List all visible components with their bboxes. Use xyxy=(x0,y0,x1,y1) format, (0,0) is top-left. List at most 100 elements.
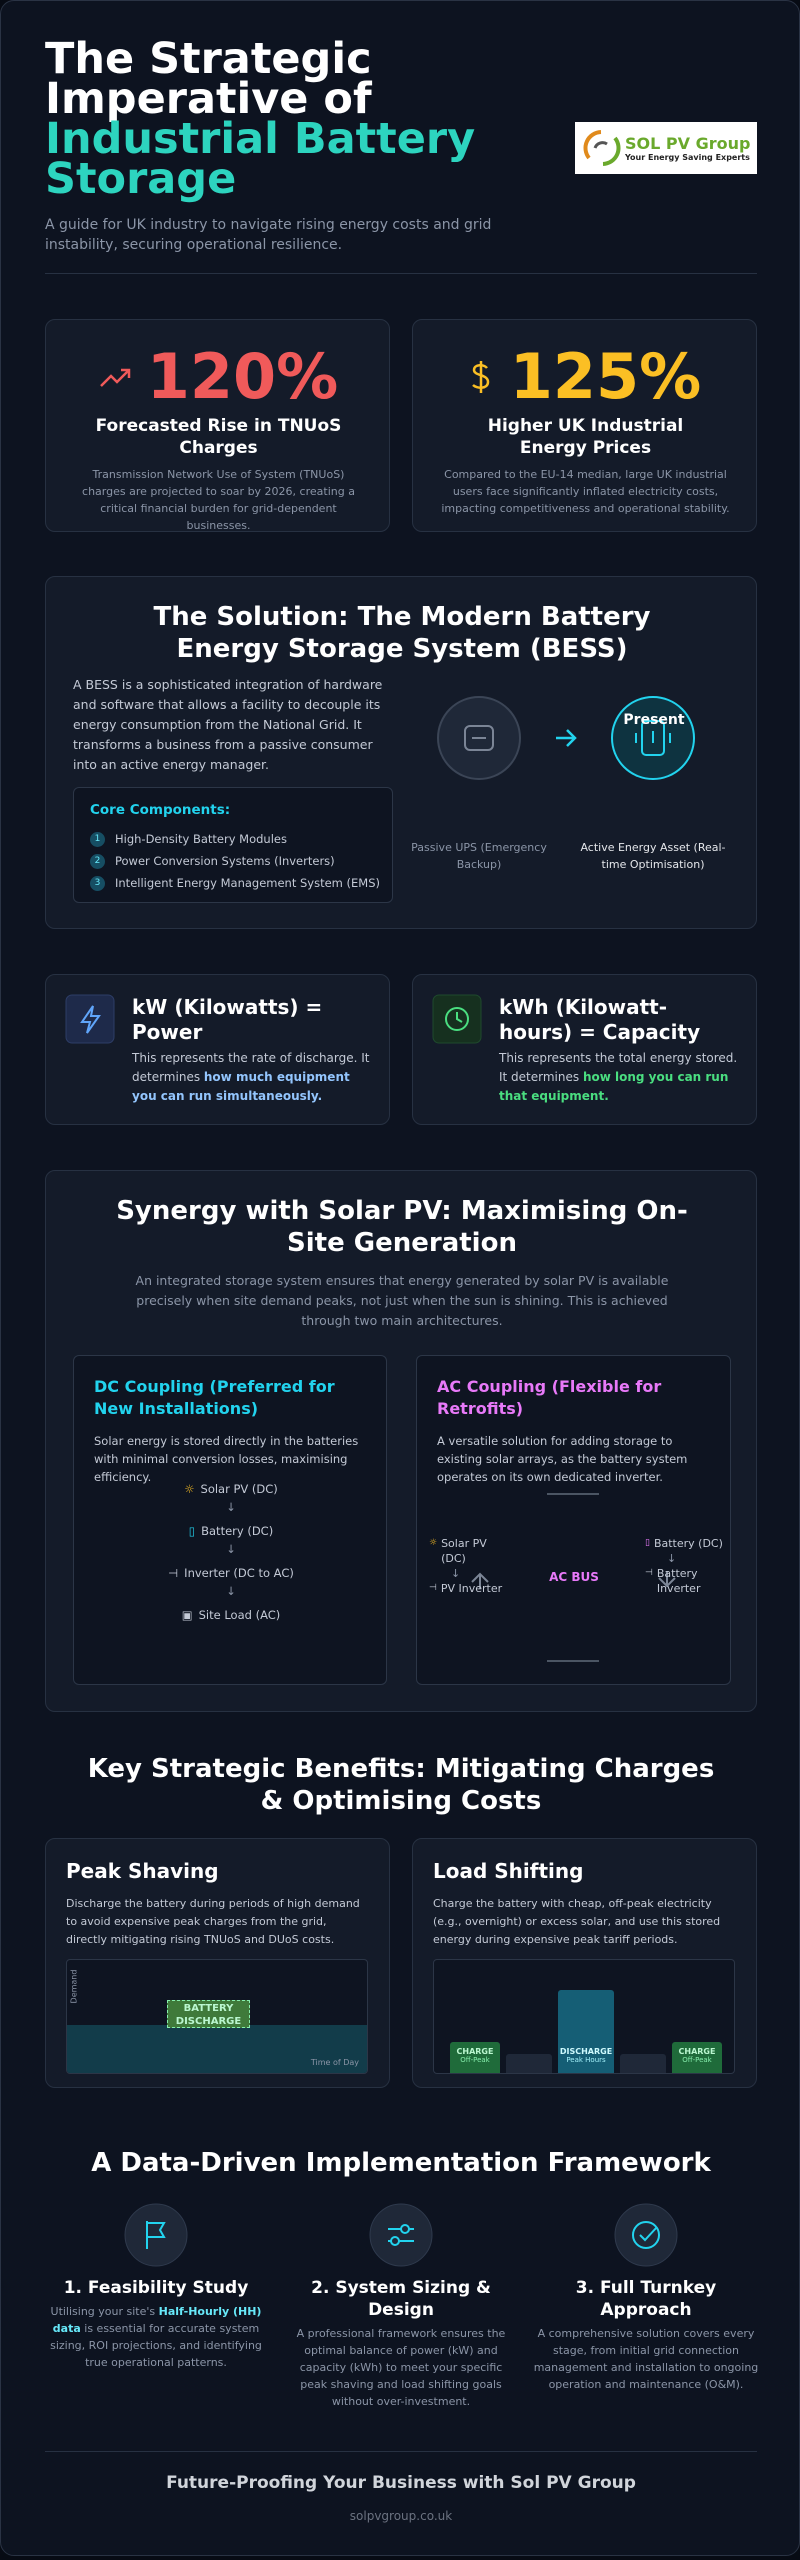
ac-bus: AC BUS xyxy=(549,1570,599,1584)
unit-card: kW (Kilowatts) = Power This represents t… xyxy=(45,974,390,1125)
logo: SOL PV Group Your Energy Saving Experts xyxy=(575,122,757,174)
stat-label: Higher UK Industrial Energy Prices xyxy=(487,416,684,458)
ac-node: ⊣ Battery Inverter xyxy=(645,1566,725,1596)
dc-title: DC Coupling (Preferred for New Installat… xyxy=(94,1377,335,1418)
flow-step: ▯ Battery (DC) xyxy=(74,1520,388,1542)
bar-label: DISCHARGE xyxy=(559,2047,613,2056)
benefit-title: Peak Shaving xyxy=(66,1859,219,1883)
plug-icon: ⊣ xyxy=(645,1568,653,1578)
unit-highlight: how much equipment you can run simultane… xyxy=(132,1070,350,1103)
unit-text: This represents the total energy stored.… xyxy=(499,1049,739,1106)
ac-node: ⊣ PV Inverter xyxy=(429,1581,509,1596)
ac-node-label: Battery Inverter xyxy=(656,1567,701,1595)
clock-icon xyxy=(432,994,482,1044)
unit-title: kW (Kilowatts) = Power xyxy=(132,995,323,1044)
component-number: 1 xyxy=(90,831,105,847)
benefit-card: Peak Shaving Discharge the battery durin… xyxy=(45,1838,390,2088)
idle-bar xyxy=(506,2054,552,2073)
step-icons xyxy=(124,2203,678,2267)
flow-label: Site Load (AC) xyxy=(198,1608,281,1622)
stat-label: Forecasted Rise in TNUoS Charges xyxy=(95,416,342,458)
discharge-bar: DISCHARGE Peak Hours xyxy=(558,1990,614,2073)
ac-node-label: PV Inverter xyxy=(440,1582,503,1595)
present-label: Present xyxy=(623,712,685,728)
bar-sub: Off-Peak xyxy=(682,2056,712,2064)
step-highlight: Half-Hourly (HH) data xyxy=(52,2305,262,2335)
step-text-part: is essential for accurate system sizing,… xyxy=(50,2322,262,2369)
dc-text: Solar energy is stored directly in the b… xyxy=(94,1434,359,1484)
unit-text-part: This represents the total energy stored.… xyxy=(499,1051,738,1084)
component-text: Intelligent Energy Management System (EM… xyxy=(115,876,381,890)
stat-desc: Compared to the EU-14 median, large UK i… xyxy=(441,468,730,515)
benefit-card: Load Shifting Charge the battery with ch… xyxy=(412,1838,757,2088)
component-text: High-Density Battery Modules xyxy=(115,832,287,846)
trend-icon xyxy=(99,368,130,387)
step-text: A comprehensive solution covers every st… xyxy=(533,2327,759,2391)
idle-bar xyxy=(620,2054,666,2073)
dollar-icon xyxy=(471,360,489,393)
ac-node: ▯ Battery (DC) xyxy=(645,1536,725,1551)
factory-icon: ▣ xyxy=(181,1608,193,1622)
step-text: A professional framework ensures the opt… xyxy=(296,2327,506,2408)
load-graphic: CHARGE Off-Peak DISCHARGE Peak Hours CHARG… xyxy=(433,1959,735,2074)
ac-text: A versatile solution for adding storage … xyxy=(437,1434,688,1484)
dc-box: DC Coupling (Preferred for New Installat… xyxy=(73,1355,387,1685)
unit-text: This represents the rate of discharge. I… xyxy=(132,1049,372,1106)
ac-title: AC Coupling (Flexible for Retrofits) xyxy=(437,1377,662,1418)
flow-arrow: ↓ xyxy=(667,1552,677,1565)
flow-label: Inverter (DC to AC) xyxy=(184,1566,294,1580)
flow-arrow: ↓ xyxy=(451,1567,461,1580)
bar-sub: Off-Peak xyxy=(460,2056,490,2064)
title-line: The Strategic Imperative of xyxy=(45,34,372,124)
title-highlight: Industrial Battery Storage xyxy=(45,114,476,204)
component: 1 High-Density Battery Modules xyxy=(90,828,380,850)
benefit-text: Discharge the battery during periods of … xyxy=(66,1897,360,1946)
flow-label: Solar PV (DC) xyxy=(200,1482,278,1496)
present-caption: Active Energy Asset (Real-time Optimisat… xyxy=(580,841,726,871)
charge-bar: CHARGE Off-Peak xyxy=(672,2042,722,2073)
ac-diagram xyxy=(471,1493,676,1662)
step-title: 2. System Sizing & Design xyxy=(311,2278,491,2320)
bar-label: CHARGE xyxy=(678,2047,716,2056)
flow-step: ▣ Site Load (AC) xyxy=(74,1604,388,1626)
step-text: Utilising your site's Half-Hourly (HH) d… xyxy=(46,2303,266,2371)
section-title: Synergy with Solar PV: Maximising On-Sit… xyxy=(116,1196,688,1258)
unit-title: kWh (Kilowatt-hours) = Capacity xyxy=(499,995,701,1044)
solution-card: The Solution: The Modern Battery Energy … xyxy=(45,576,757,929)
stat-head: 120% xyxy=(46,340,391,413)
component: 3 Intelligent Energy Management System (E… xyxy=(90,872,380,894)
flow-arrow: ↓ xyxy=(226,1542,236,1556)
components-list: 1 High-Density Battery Modules 2 Power Con… xyxy=(90,828,380,894)
solution-text: A BESS is a sophisticated integration of… xyxy=(73,677,383,772)
ac-right: ▯ Battery (DC) ↓ ⊣ Battery Inverter xyxy=(645,1536,725,1596)
logo-tagline: Your Energy Saving Experts xyxy=(625,153,750,162)
flow-label: Battery (DC) xyxy=(201,1524,274,1538)
component-text: Power Conversion Systems (Inverters) xyxy=(115,854,335,868)
ac-node-label: Battery (DC) xyxy=(653,1537,723,1550)
discharge-band: BATTERY DISCHARGE xyxy=(167,2000,250,2028)
synergy-card: Synergy with Solar PV: Maximising On-Sit… xyxy=(45,1170,757,1712)
benefit-title: Load Shifting xyxy=(433,1859,584,1883)
footer-title: Future-Proofing Your Business with Sol P… xyxy=(166,2473,636,2493)
benefit-text: Charge the battery with cheap, off-peak … xyxy=(433,1897,721,1946)
unit-highlight: how long you can run that equipment. xyxy=(499,1070,729,1103)
synergy-intro: An integrated storage system ensures tha… xyxy=(135,1273,669,1328)
ac-left: ☼ Solar PV (DC) ↓ ⊣ PV Inverter xyxy=(429,1536,509,1596)
components-title: Core Components: xyxy=(90,802,231,818)
main-title: The Strategic Imperative of Industrial B… xyxy=(45,34,515,204)
charge-bar: CHARGE Off-Peak xyxy=(450,2042,500,2073)
component-number: 3 xyxy=(90,875,105,891)
subtitle: A guide for UK industry to navigate risi… xyxy=(45,217,492,253)
step-text-part: Utilising your site's xyxy=(50,2305,159,2318)
logo-icon xyxy=(583,130,621,166)
axis-label-y: Demand xyxy=(69,1969,79,2004)
sun-icon: ☼ xyxy=(184,1482,195,1496)
past-caption: Passive UPS (Emergency Backup) xyxy=(411,841,547,871)
unit-card: kWh (Kilowatt-hours) = Capacity This rep… xyxy=(412,974,757,1125)
dc-flow: ☼ Solar PV (DC) ↓ ▯ Battery (DC) ↓ ⊣ Invert… xyxy=(74,1478,388,1626)
components-box: Core Components: 1 High-Density Battery M… xyxy=(73,787,393,903)
sun-icon: ☼ xyxy=(429,1538,438,1548)
stat-card: 125% Higher UK Industrial Energy Prices … xyxy=(412,319,757,532)
demand-area xyxy=(67,2025,367,2073)
stat-card: 120% Forecasted Rise in TNUoS Charges Tr… xyxy=(45,319,390,532)
